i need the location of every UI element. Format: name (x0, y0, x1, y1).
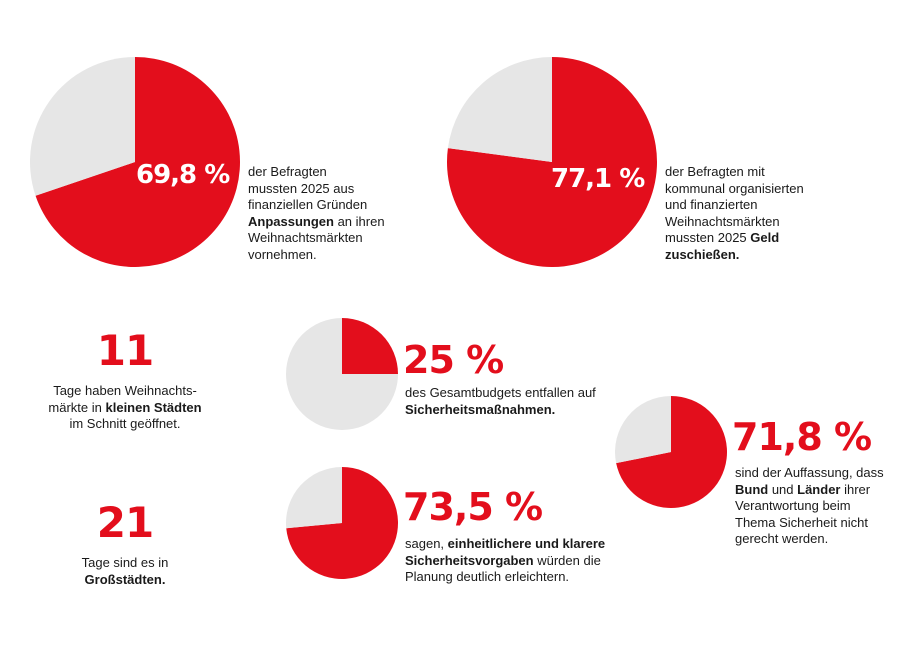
pie-4-value: 73,5 % (403, 485, 543, 529)
description-bold-text: Sicherheitsmaßnahmen. (405, 401, 556, 417)
description-line: mussten 2025 Geld (665, 230, 804, 247)
description-text: Planung deutlich erleichtern. (405, 569, 570, 584)
pie-slice-rest (615, 396, 671, 464)
pie-chart-5 (615, 396, 727, 508)
description-text: und finanzierten (665, 197, 758, 212)
description-text: Tage haben Weihnachts- (53, 383, 197, 398)
pie-1-description: der Befragten mussten 2025 aus finanzielle… (248, 164, 385, 263)
pie-chart-4 (286, 467, 398, 579)
description-line: mussten 2025 aus (248, 181, 385, 198)
description-text: des Gesamtbudgets entfallen auf (405, 385, 596, 400)
pie-slice-highlight (35, 57, 240, 267)
description-line: Sicherheitsvorgaben würden die (405, 553, 605, 570)
description-text: finanziellen Gründen (248, 197, 368, 212)
description-line: zuschießen. (665, 247, 804, 264)
description-bold-text: Geld (750, 230, 780, 245)
description-text: der Befragten mit (665, 164, 765, 179)
pie-slice-highlight (342, 318, 398, 374)
description-line: Thema Sicherheit nicht (735, 515, 884, 532)
pie-chart-2 (447, 57, 657, 267)
description-text: Weihnachtsmärkten (665, 213, 780, 229)
description-text: der Befragten (248, 164, 327, 179)
description-line: Weihnachtsmärkten (248, 230, 385, 247)
description-text: Verantwortung beim (735, 498, 851, 513)
pie-2-value: 77,1 % (551, 164, 645, 194)
description-text: sind der Auffassung, dass (735, 465, 884, 480)
description-text: Thema Sicherheit nicht (735, 514, 868, 530)
pie-chart-1 (30, 57, 240, 267)
pie-slice-rest (286, 467, 342, 529)
description-text: und (768, 481, 798, 497)
description-text: gerecht werden. (735, 531, 829, 546)
description-bold-text: Bund (735, 481, 769, 497)
description-text: kommunal organisierten (665, 180, 804, 196)
pie-slice-rest (447, 57, 552, 162)
description-line: Tage haben Weihnachts- (30, 383, 220, 400)
description-text: märkte in (48, 399, 106, 415)
description-bold-text: Länder (797, 481, 841, 497)
description-text: Tage sind es in (81, 555, 169, 570)
description-line: Sicherheitsmaßnahmen. (405, 402, 596, 419)
pie-5-value: 71,8 % (732, 415, 872, 459)
pie-3-value: 25 % (403, 338, 504, 382)
pie-4-description: sagen, einheitlichere und klarere Sicherh… (405, 536, 605, 586)
description-text: im Schnitt geöffnet. (69, 416, 181, 431)
description-line: Bund und Länder ihrer (735, 482, 884, 499)
pie-chart-3 (286, 318, 398, 430)
description-line: Weihnachtsmärkten (665, 214, 804, 231)
description-bold-text: Sicherheitsvorgaben (405, 552, 534, 568)
description-line: kommunal organisierten (665, 181, 804, 198)
description-text: Weihnachtsmärkten (248, 230, 363, 245)
description-bold-text: Anpassungen (248, 213, 334, 229)
description-line: sagen, einheitlichere und klarere (405, 536, 605, 553)
stat-days-small-towns-value: 11 (96, 326, 154, 375)
description-text: an ihren (333, 213, 385, 229)
description-line: finanziellen Gründen (248, 197, 385, 214)
description-text: vornehmen. (248, 246, 317, 262)
stat-days-big-cities-description: Tage sind es in Großstädten. (30, 555, 220, 588)
description-bold-text: zuschießen. (665, 246, 740, 262)
description-line: im Schnitt geöffnet. (30, 416, 220, 433)
description-line: und finanzierten (665, 197, 804, 214)
description-line: Anpassungen an ihren (248, 214, 385, 231)
pie-slice-rest (30, 57, 135, 196)
description-text: ihrer (840, 481, 871, 497)
pie-slice-highlight (616, 396, 727, 508)
description-line: des Gesamtbudgets entfallen auf (405, 385, 596, 402)
pie-slice-rest (286, 318, 398, 430)
description-text: sagen, (405, 536, 448, 551)
stat-days-big-cities-value: 21 (96, 498, 154, 547)
description-line: Großstädten. (30, 572, 220, 589)
description-line: sind der Auffassung, dass (735, 465, 884, 482)
description-text: mussten 2025 (665, 230, 751, 245)
description-text: würden die (533, 552, 601, 568)
stat-days-small-towns-description: Tage haben Weihnachts-märkte in kleinen … (30, 383, 220, 433)
description-line: Verantwortung beim (735, 498, 884, 515)
pie-2-description: der Befragten mit kommunal organisierten u… (665, 164, 804, 263)
pie-3-description: des Gesamtbudgets entfallen auf Sicherhei… (405, 385, 596, 418)
pie-5-description: sind der Auffassung, dass Bund und Länder… (735, 465, 884, 548)
description-line: gerecht werden. (735, 531, 884, 548)
pie-slice-highlight (286, 467, 398, 579)
description-bold-text: einheitlichere und klarere (447, 536, 606, 551)
description-text: mussten 2025 aus (248, 180, 355, 196)
description-line: Tage sind es in (30, 555, 220, 572)
description-line: der Befragten (248, 164, 385, 181)
pie-1-value: 69,8 % (136, 160, 230, 190)
description-line: der Befragten mit (665, 164, 804, 181)
description-bold-text: kleinen Städten (105, 399, 202, 415)
description-line: Planung deutlich erleichtern. (405, 569, 605, 586)
description-line: vornehmen. (248, 247, 385, 264)
description-bold-text: Großstädten. (84, 571, 166, 587)
description-line: märkte in kleinen Städten (30, 400, 220, 417)
